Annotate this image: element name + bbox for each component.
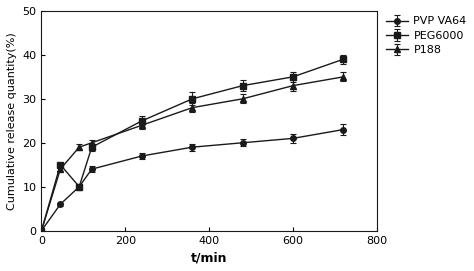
Y-axis label: Cumulative release quantity(%): Cumulative release quantity(%) — [7, 32, 17, 210]
X-axis label: t/min: t/min — [191, 251, 228, 264]
Legend: PVP VA64, PEG6000, P188: PVP VA64, PEG6000, P188 — [386, 17, 467, 55]
